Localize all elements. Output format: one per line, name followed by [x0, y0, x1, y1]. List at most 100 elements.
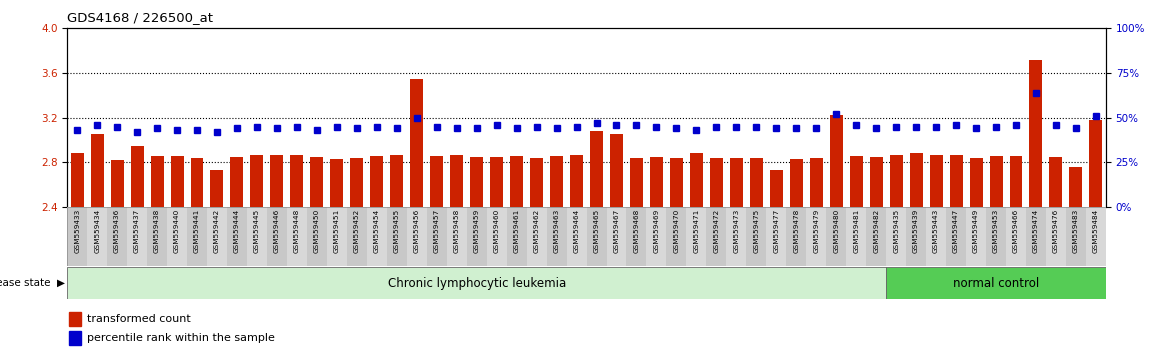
- Text: GSM559455: GSM559455: [394, 209, 400, 253]
- Text: GSM559434: GSM559434: [94, 209, 100, 253]
- Bar: [530, 158, 543, 207]
- Text: GSM559484: GSM559484: [1093, 209, 1099, 253]
- Bar: [351, 158, 364, 207]
- Bar: [291, 155, 303, 207]
- Bar: [830, 115, 843, 207]
- Text: GSM559435: GSM559435: [893, 209, 899, 253]
- Text: GSM559453: GSM559453: [994, 209, 999, 253]
- Text: GSM559464: GSM559464: [573, 209, 579, 253]
- Bar: [327, 207, 347, 266]
- Bar: [889, 155, 902, 207]
- Bar: [1026, 207, 1046, 266]
- Bar: [726, 207, 746, 266]
- Bar: [846, 207, 866, 266]
- Bar: [406, 207, 426, 266]
- Text: GSM559474: GSM559474: [1033, 209, 1039, 253]
- Bar: [1086, 207, 1106, 266]
- Bar: [390, 155, 403, 207]
- Bar: [786, 207, 806, 266]
- Bar: [850, 156, 863, 207]
- Bar: [566, 207, 587, 266]
- Bar: [826, 207, 846, 266]
- Text: GSM559447: GSM559447: [953, 209, 959, 253]
- Text: normal control: normal control: [953, 277, 1039, 290]
- Bar: [67, 267, 886, 299]
- Bar: [547, 207, 566, 266]
- Bar: [527, 207, 547, 266]
- Text: GSM559448: GSM559448: [294, 209, 300, 253]
- Bar: [946, 207, 966, 266]
- Bar: [247, 207, 266, 266]
- Bar: [207, 207, 227, 266]
- Text: GSM559462: GSM559462: [534, 209, 540, 253]
- Text: GSM559466: GSM559466: [1013, 209, 1019, 253]
- Text: GSM559477: GSM559477: [774, 209, 779, 253]
- Text: transformed count: transformed count: [88, 314, 191, 324]
- Bar: [1006, 207, 1026, 266]
- Text: GSM559483: GSM559483: [1073, 209, 1079, 253]
- Text: GSM559463: GSM559463: [554, 209, 559, 253]
- Bar: [886, 207, 906, 266]
- Bar: [131, 145, 144, 207]
- Bar: [426, 207, 447, 266]
- Text: GSM559441: GSM559441: [195, 209, 200, 253]
- Bar: [650, 157, 662, 207]
- Bar: [387, 207, 406, 266]
- Text: GDS4168 / 226500_at: GDS4168 / 226500_at: [67, 11, 213, 24]
- Bar: [467, 207, 486, 266]
- Text: GSM559481: GSM559481: [853, 209, 859, 253]
- Bar: [450, 155, 463, 207]
- Bar: [969, 158, 982, 207]
- Text: GSM559473: GSM559473: [733, 209, 739, 253]
- Text: GSM559454: GSM559454: [374, 209, 380, 253]
- Bar: [930, 155, 943, 207]
- Text: percentile rank within the sample: percentile rank within the sample: [88, 333, 276, 343]
- Bar: [870, 157, 882, 207]
- Bar: [886, 267, 1106, 299]
- Bar: [447, 207, 467, 266]
- Bar: [431, 156, 444, 207]
- Bar: [486, 207, 507, 266]
- Bar: [107, 207, 127, 266]
- Bar: [666, 207, 687, 266]
- Text: GSM559451: GSM559451: [334, 209, 339, 253]
- Bar: [626, 207, 646, 266]
- Bar: [809, 158, 822, 207]
- Bar: [170, 156, 183, 207]
- Bar: [346, 207, 367, 266]
- Bar: [410, 79, 423, 207]
- Text: GSM559467: GSM559467: [614, 209, 620, 253]
- Text: GSM559442: GSM559442: [214, 209, 220, 253]
- Bar: [511, 156, 523, 207]
- Bar: [966, 207, 987, 266]
- Text: GSM559436: GSM559436: [115, 209, 120, 253]
- Text: GSM559476: GSM559476: [1053, 209, 1058, 253]
- Text: GSM559456: GSM559456: [413, 209, 419, 253]
- Bar: [250, 155, 263, 207]
- Text: GSM559468: GSM559468: [633, 209, 639, 253]
- Bar: [186, 207, 207, 266]
- Text: GSM559437: GSM559437: [134, 209, 140, 253]
- Bar: [910, 154, 923, 207]
- Text: GSM559449: GSM559449: [973, 209, 979, 253]
- Text: GSM559445: GSM559445: [254, 209, 259, 253]
- Bar: [87, 207, 107, 266]
- Bar: [610, 135, 623, 207]
- Text: GSM559475: GSM559475: [754, 209, 760, 253]
- Bar: [191, 158, 204, 207]
- Bar: [1046, 207, 1065, 266]
- Text: GSM559439: GSM559439: [914, 209, 919, 253]
- Text: GSM559465: GSM559465: [594, 209, 600, 253]
- Bar: [1029, 59, 1042, 207]
- Bar: [330, 159, 343, 207]
- Bar: [1049, 157, 1062, 207]
- Bar: [71, 154, 83, 207]
- Bar: [1010, 156, 1023, 207]
- Bar: [690, 154, 703, 207]
- Text: GSM559479: GSM559479: [813, 209, 819, 253]
- Text: GSM559459: GSM559459: [474, 209, 479, 253]
- Text: GSM559472: GSM559472: [713, 209, 719, 253]
- Bar: [111, 160, 124, 207]
- Text: disease state  ▶: disease state ▶: [0, 278, 65, 288]
- Text: GSM559450: GSM559450: [314, 209, 320, 253]
